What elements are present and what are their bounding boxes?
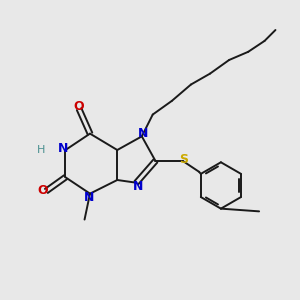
Text: O: O — [37, 184, 48, 197]
Text: O: O — [74, 100, 84, 113]
Text: S: S — [180, 153, 189, 166]
Text: N: N — [83, 191, 94, 204]
Text: N: N — [133, 180, 143, 193]
Text: N: N — [138, 127, 148, 140]
Text: N: N — [58, 142, 68, 155]
Text: H: H — [37, 145, 45, 155]
